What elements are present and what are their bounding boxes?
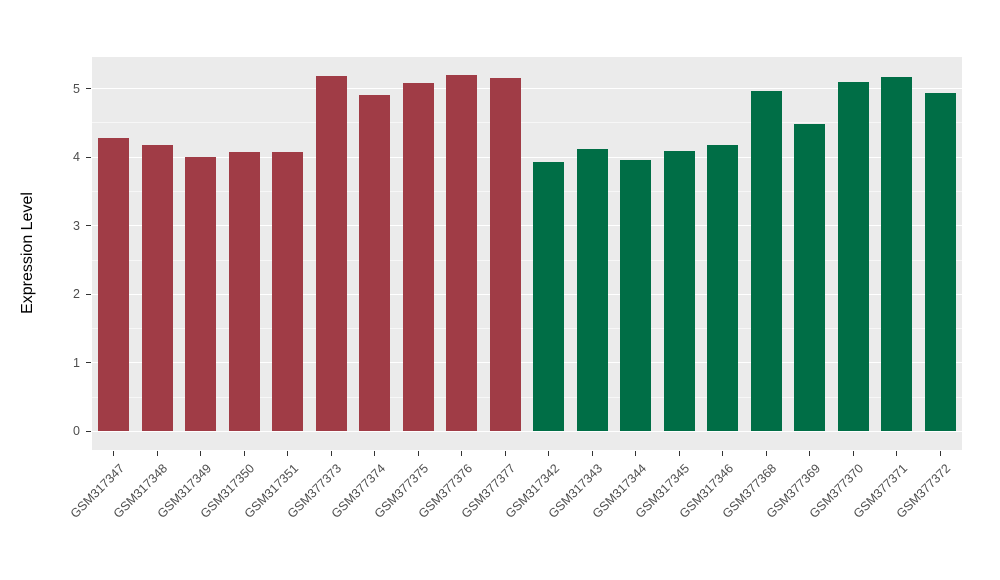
x-tick-mark bbox=[635, 451, 637, 456]
bar bbox=[489, 78, 521, 432]
gridline-major bbox=[92, 430, 962, 432]
y-tick-label: 3 bbox=[73, 218, 80, 233]
gridline-minor bbox=[92, 259, 962, 261]
y-tick-label: 0 bbox=[73, 424, 80, 439]
x-tick-mark bbox=[113, 451, 115, 456]
bar bbox=[707, 144, 739, 432]
x-tick-mark bbox=[591, 451, 593, 456]
bar bbox=[228, 151, 260, 432]
bar bbox=[272, 152, 304, 432]
gridline-major bbox=[92, 362, 962, 364]
y-tick-label: 5 bbox=[73, 81, 80, 96]
x-tick-mark bbox=[722, 451, 724, 456]
x-tick-mark bbox=[939, 451, 941, 456]
gridline-major bbox=[92, 156, 962, 158]
y-tick-mark bbox=[86, 293, 91, 295]
bar bbox=[576, 148, 608, 432]
bar bbox=[881, 76, 913, 432]
x-tick-mark bbox=[156, 451, 158, 456]
bar bbox=[185, 157, 217, 432]
y-axis-title: Expression Level bbox=[19, 191, 36, 314]
gridline-minor bbox=[92, 190, 962, 192]
gridline-minor bbox=[92, 396, 962, 398]
bar bbox=[837, 81, 869, 432]
x-tick-mark bbox=[548, 451, 550, 456]
x-tick-mark bbox=[461, 451, 463, 456]
gridline-major bbox=[92, 293, 962, 295]
bar bbox=[141, 145, 173, 432]
bar bbox=[402, 83, 434, 432]
y-tick-mark bbox=[86, 225, 91, 227]
y-tick-label: 1 bbox=[73, 355, 80, 370]
x-tick-mark bbox=[330, 451, 332, 456]
x-tick-mark bbox=[852, 451, 854, 456]
bar bbox=[446, 74, 478, 432]
bar bbox=[794, 124, 826, 432]
bar bbox=[359, 95, 391, 432]
gridline-major bbox=[92, 225, 962, 227]
x-tick-mark bbox=[243, 451, 245, 456]
gridline-minor bbox=[92, 328, 962, 330]
bar bbox=[750, 91, 782, 432]
y-tick-mark bbox=[86, 430, 91, 432]
bar bbox=[620, 159, 652, 432]
y-tick-mark bbox=[86, 362, 91, 364]
y-tick-label: 4 bbox=[73, 150, 80, 165]
x-tick-mark bbox=[765, 451, 767, 456]
x-tick-mark bbox=[809, 451, 811, 456]
bar bbox=[533, 161, 565, 432]
y-tick-label: 2 bbox=[73, 287, 80, 302]
y-tick-mark bbox=[86, 88, 91, 90]
x-tick-mark bbox=[504, 451, 506, 456]
x-tick-mark bbox=[287, 451, 289, 456]
x-tick-mark bbox=[374, 451, 376, 456]
bar bbox=[924, 93, 956, 432]
y-tick-mark bbox=[86, 156, 91, 158]
x-tick-mark bbox=[896, 451, 898, 456]
bar bbox=[315, 76, 347, 432]
x-tick-mark bbox=[200, 451, 202, 456]
plot-panel bbox=[92, 57, 962, 450]
bar bbox=[663, 150, 695, 432]
gridline-minor bbox=[92, 122, 962, 124]
gridline-major bbox=[92, 88, 962, 90]
bar bbox=[98, 137, 130, 432]
x-tick-mark bbox=[417, 451, 419, 456]
x-tick-mark bbox=[678, 451, 680, 456]
